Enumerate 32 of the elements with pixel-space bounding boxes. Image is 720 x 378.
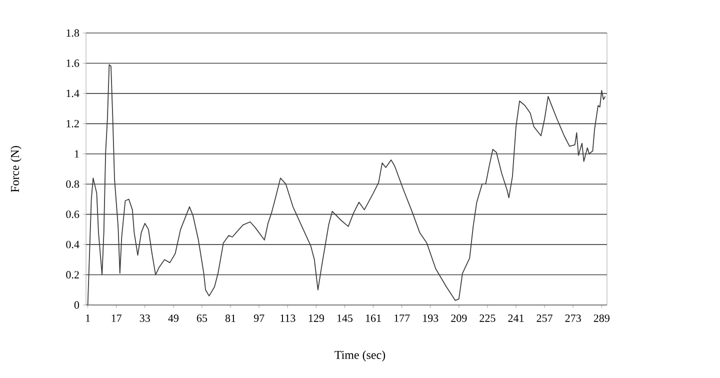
x-tick-label: 81 [225,314,236,322]
y-tick-label: 0.8 [66,180,80,188]
x-tick-label: 193 [423,314,438,322]
x-tick-label: 129 [308,314,324,322]
x-axis-title: Time (sec) [334,350,386,362]
x-tick-label: 33 [140,314,150,322]
line-series [87,64,606,306]
y-tick-label: 1.2 [66,120,79,128]
x-tick-label: 113 [280,314,296,322]
x-tick-label: 289 [594,314,610,322]
y-tick-label: 0 [74,301,80,309]
x-tick-label: 161 [366,314,381,322]
y-axis-title: Force (N) [10,146,22,192]
x-tick-label: 177 [394,314,410,322]
x-tick-label: 65 [196,314,208,322]
y-tick-label: 1 [74,150,79,158]
x-tick-label: 97 [254,314,264,322]
x-tick-label: 257 [536,314,552,322]
x-tick-label: 241 [508,314,524,322]
x-tick-label: 1 [86,314,90,322]
x-tick-label: 209 [451,314,467,322]
y-tick-label: 0.6 [66,210,80,218]
x-tick-label: 273 [565,314,581,322]
x-tick-label: 49 [168,314,178,322]
x-tick-label: 225 [480,314,496,322]
y-tick-label: 0.2 [66,271,79,279]
y-tick-label: 1.4 [66,90,80,98]
x-tick-label: 17 [112,314,122,322]
y-tick-label: 0.4 [66,240,80,248]
x-tick-label: 145 [337,314,353,322]
y-tick-label: 1.8 [66,29,80,37]
y-tick-label: 1.6 [66,60,80,67]
